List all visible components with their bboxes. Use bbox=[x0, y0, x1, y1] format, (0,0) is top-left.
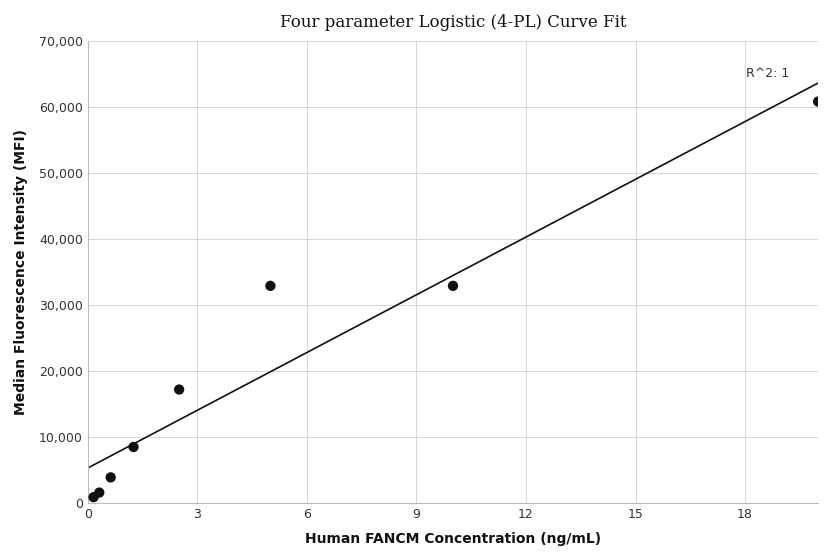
Point bbox=[87, 493, 100, 502]
Point bbox=[172, 385, 186, 394]
Point bbox=[446, 281, 459, 290]
Point bbox=[104, 473, 117, 482]
Point bbox=[264, 281, 277, 290]
X-axis label: Human FANCM Concentration (ng/mL): Human FANCM Concentration (ng/mL) bbox=[305, 532, 601, 546]
Y-axis label: Median Fluorescence Intensity (MFI): Median Fluorescence Intensity (MFI) bbox=[14, 129, 28, 415]
Text: R^2: 1: R^2: 1 bbox=[745, 67, 789, 80]
Point bbox=[92, 488, 106, 497]
Point bbox=[811, 97, 825, 106]
Title: Four parameter Logistic (4-PL) Curve Fit: Four parameter Logistic (4-PL) Curve Fit bbox=[280, 14, 626, 31]
Point bbox=[126, 442, 140, 451]
